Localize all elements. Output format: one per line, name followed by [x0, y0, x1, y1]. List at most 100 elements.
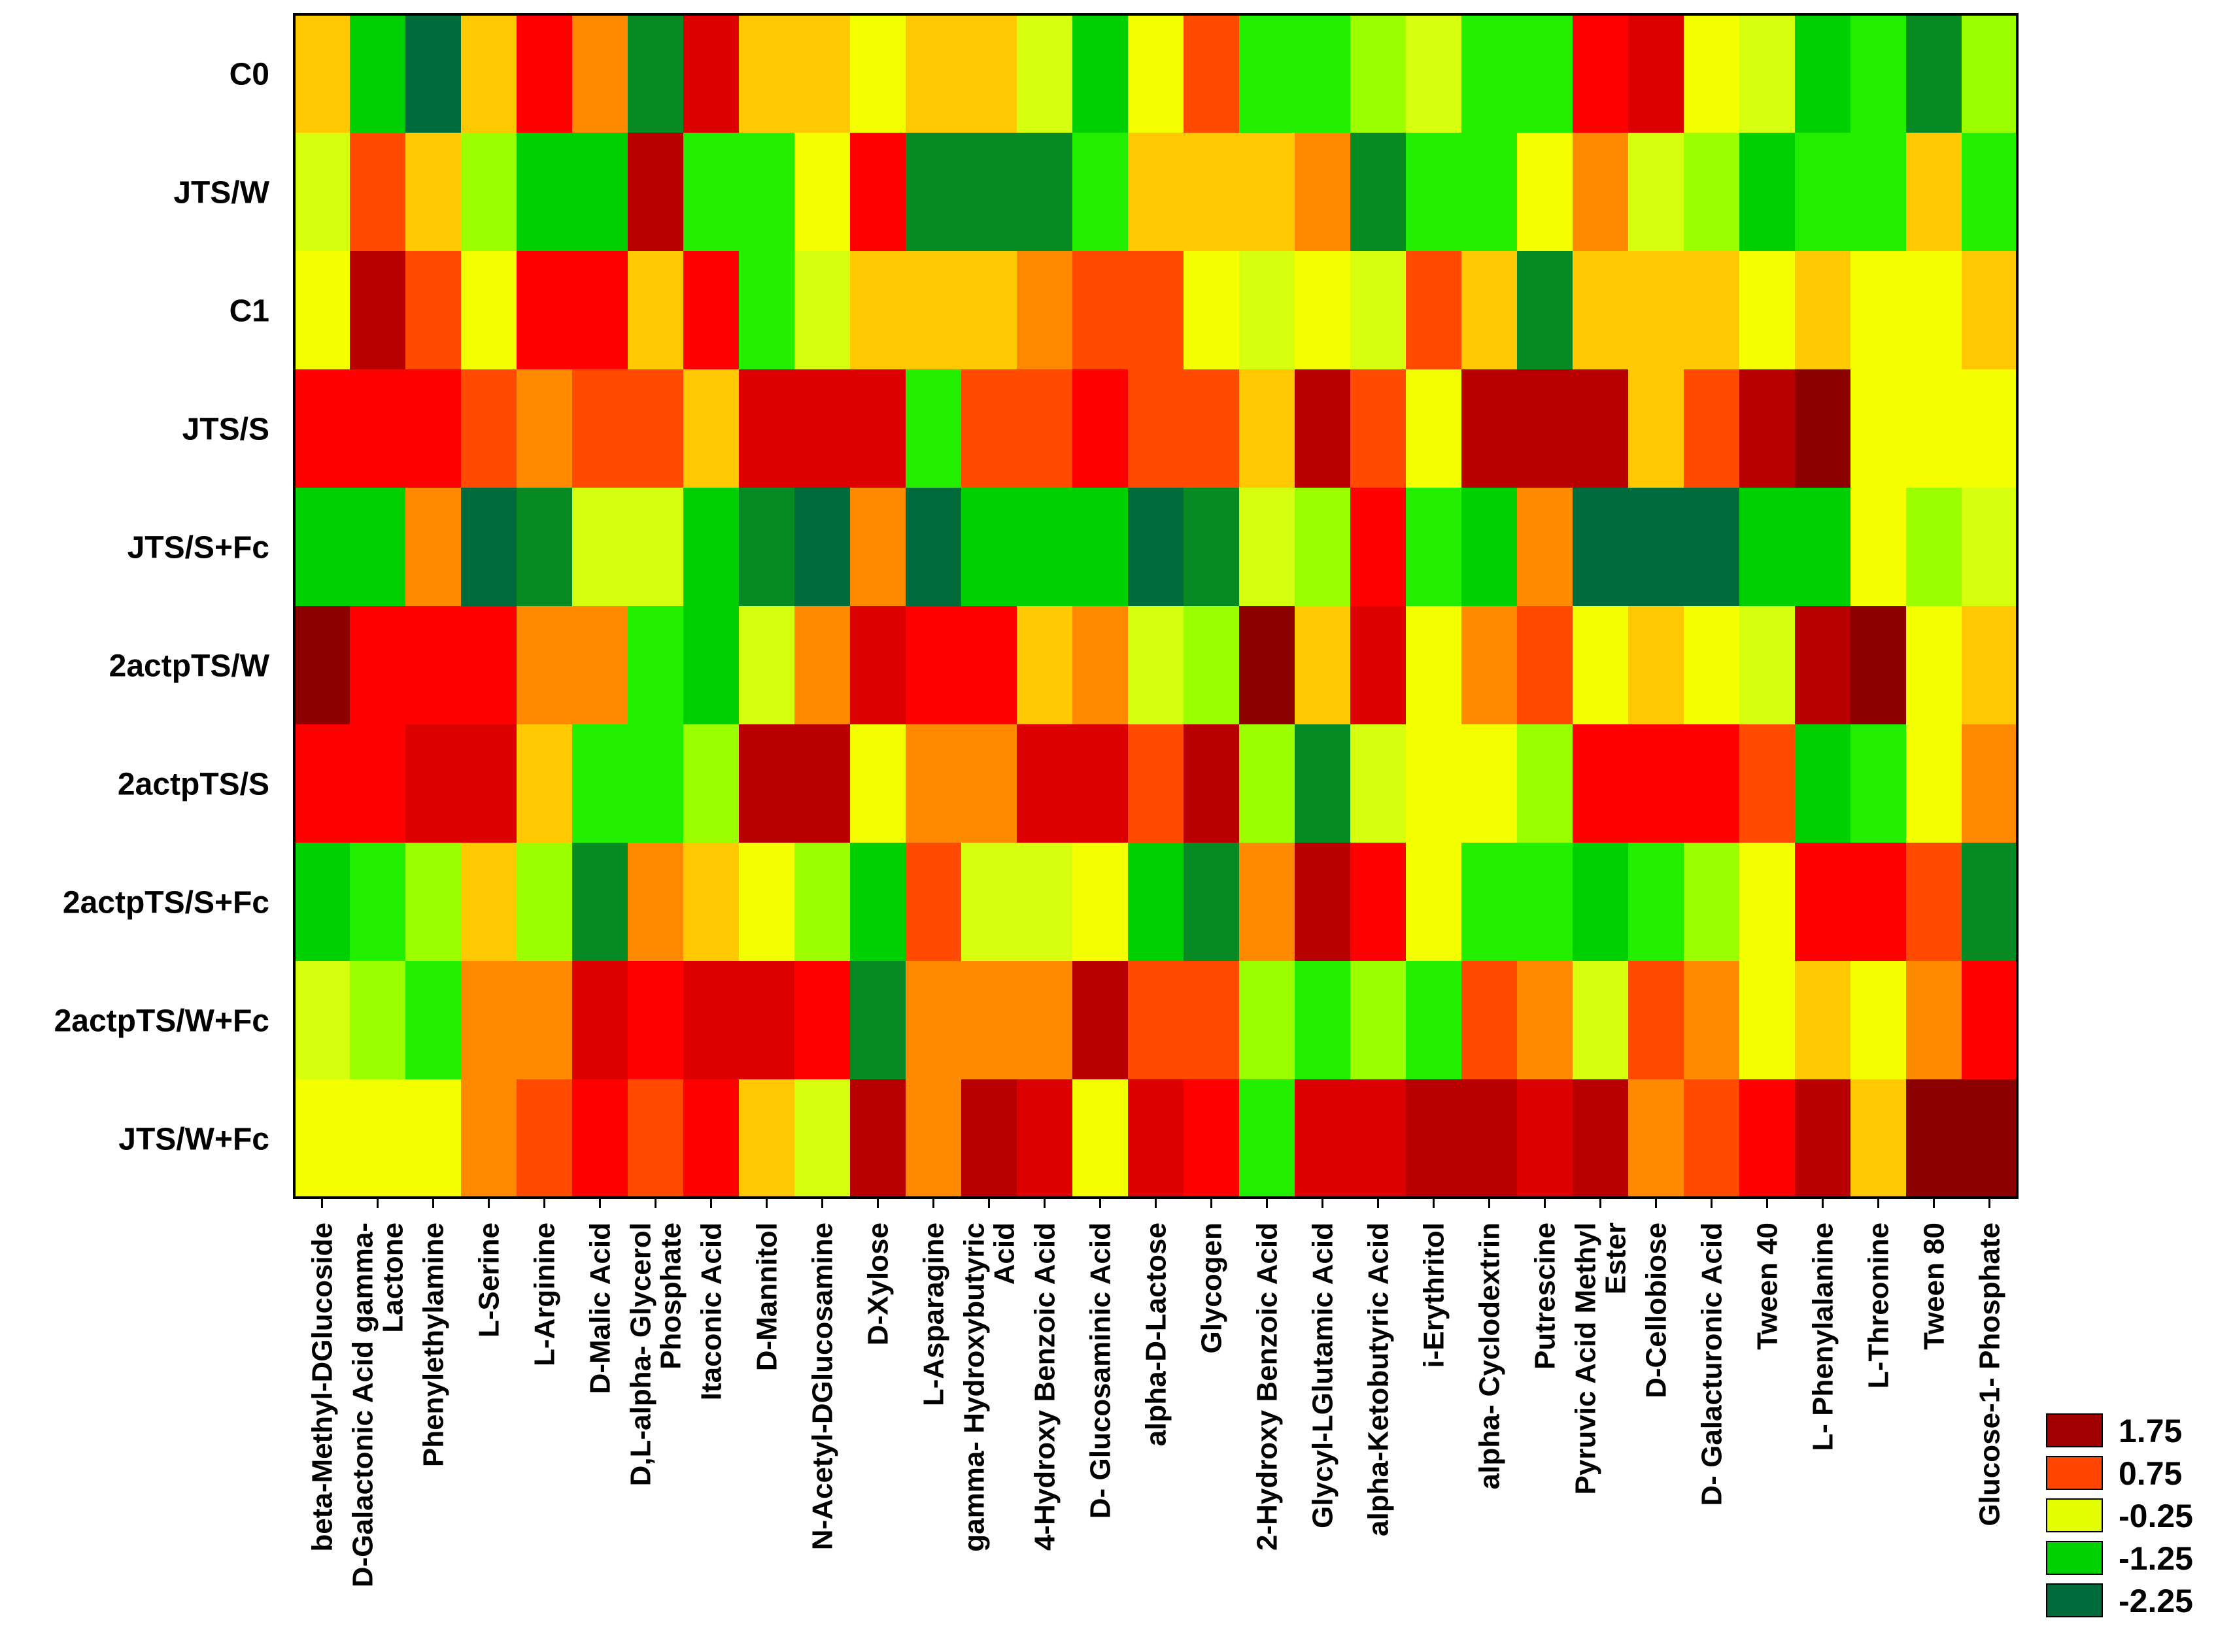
legend-label: 0.75	[2119, 1455, 2182, 1492]
column-label: gamma- Hydroxybutyric	[959, 1222, 991, 1552]
heatmap-cell-r9-c16	[1184, 1079, 1240, 1198]
heatmap-cell-r3-c8	[739, 369, 795, 488]
heatmap-cell-r6-c0	[294, 724, 350, 843]
heatmap-cell-r0-c19	[1350, 14, 1406, 133]
heatmap-cell-r5-c30	[1962, 606, 2018, 725]
heatmap-cell-r5-c20	[1406, 606, 1462, 725]
heatmap-cell-r4-c15	[1128, 488, 1184, 607]
heatmap-cell-r1-c6	[628, 133, 684, 252]
heatmap-cell-r2-c13	[1017, 251, 1073, 370]
heatmap-cell-r9-c21	[1461, 1079, 1518, 1198]
heatmap-cell-r9-c3	[461, 1079, 517, 1198]
heatmap-cell-r4-c30	[1962, 488, 2018, 607]
heatmap-cell-r9-c18	[1295, 1079, 1351, 1198]
heatmap-cell-r6-c2	[405, 724, 462, 843]
heatmap-cell-r5-c14	[1072, 606, 1129, 725]
column-label: Phenylethylamine	[418, 1222, 450, 1467]
column-label: D- Glucosaminic Acid	[1085, 1222, 1117, 1519]
heatmap-cell-r3-c18	[1295, 369, 1351, 488]
row-label: 2actpTS/S	[118, 767, 269, 802]
heatmap-cell-r4-c3	[461, 488, 517, 607]
heatmap-cell-r0-c3	[461, 14, 517, 133]
heatmap-cell-r2-c27	[1795, 251, 1851, 370]
heatmap-cell-r2-c30	[1962, 251, 2018, 370]
heatmap-cell-r5-c16	[1184, 606, 1240, 725]
heatmap-cell-r3-c0	[294, 369, 350, 488]
heatmap-cell-r6-c23	[1573, 724, 1629, 843]
heatmap-cell-r2-c16	[1184, 251, 1240, 370]
heatmap-cell-r5-c28	[1850, 606, 1907, 725]
heatmap-cell-r2-c7	[683, 251, 740, 370]
heatmap-cell-r2-c22	[1517, 251, 1573, 370]
heatmap-cell-r8-c28	[1850, 961, 1907, 1080]
column-label: alpha- Cyclodextrin	[1474, 1222, 1506, 1489]
heatmap-cell-r8-c11	[906, 961, 962, 1080]
heatmap-cell-r4-c21	[1461, 488, 1518, 607]
heatmap-cell-r4-c1	[350, 488, 406, 607]
legend-swatch	[2046, 1456, 2103, 1490]
heatmap-cell-r3-c20	[1406, 369, 1462, 488]
heatmap-cell-r5-c5	[572, 606, 628, 725]
heatmap-cell-r8-c8	[739, 961, 795, 1080]
column-label: Putrescine	[1529, 1222, 1561, 1370]
heatmap-cell-r4-c4	[517, 488, 573, 607]
heatmap-cell-r5-c25	[1684, 606, 1740, 725]
column-label: L-Asparagine	[918, 1222, 950, 1406]
heatmap-cell-r1-c12	[961, 133, 1017, 252]
heatmap-cell-r2-c15	[1128, 251, 1184, 370]
heatmap-cell-r9-c22	[1517, 1079, 1573, 1198]
column-label: Glycyl-LGlutamic Acid	[1307, 1222, 1339, 1528]
heatmap-cell-r0-c9	[794, 14, 851, 133]
heatmap-cell-r0-c20	[1406, 14, 1462, 133]
row-label: JTS/W+Fc	[118, 1122, 269, 1157]
heatmap-cell-r7-c17	[1239, 843, 1295, 962]
heatmap-cell-r2-c23	[1573, 251, 1629, 370]
heatmap-cell-r2-c28	[1850, 251, 1907, 370]
heatmap-cell-r5-c15	[1128, 606, 1184, 725]
row-label: 2actpTS/W+Fc	[54, 1004, 269, 1039]
heatmap-cell-r7-c3	[461, 843, 517, 962]
heatmap-cell-r2-c18	[1295, 251, 1351, 370]
heatmap-cell-r1-c11	[906, 133, 962, 252]
row-label: JTS/W	[173, 176, 269, 211]
heatmap-cell-r3-c22	[1517, 369, 1573, 488]
heatmap-cell-r6-c10	[850, 724, 906, 843]
heatmap-cell-r4-c9	[794, 488, 851, 607]
heatmap-cell-r7-c28	[1850, 843, 1907, 962]
heatmap-cell-r3-c24	[1628, 369, 1684, 488]
heatmap-cell-r9-c5	[572, 1079, 628, 1198]
heatmap-cell-r5-c2	[405, 606, 462, 725]
heatmap-cell-r6-c5	[572, 724, 628, 843]
heatmap-cell-r6-c4	[517, 724, 573, 843]
column-labels: beta-Methyl-DGlucoside D-Galactonic Acid …	[307, 1222, 2006, 1587]
heatmap-cell-r2-c3	[461, 251, 517, 370]
legend-swatch	[2046, 1498, 2103, 1532]
heatmap-cell-r3-c21	[1461, 369, 1518, 488]
column-label: D-Mannitol	[751, 1222, 783, 1371]
heatmap-cell-r7-c9	[794, 843, 851, 962]
heatmap-cell-r6-c29	[1906, 724, 1962, 843]
heatmap-cell-r8-c2	[405, 961, 462, 1080]
heatmap-cell-r1-c19	[1350, 133, 1406, 252]
heatmap-cell-r6-c18	[1295, 724, 1351, 843]
row-label: C1	[230, 294, 269, 329]
heatmap-cell-r6-c6	[628, 724, 684, 843]
heatmap-cell-r3-c23	[1573, 369, 1629, 488]
heatmap-cell-r7-c15	[1128, 843, 1184, 962]
column-label: Phosphate	[655, 1222, 687, 1370]
column-label: alpha-Ketobutyric Acid	[1363, 1222, 1395, 1536]
heatmap-cell-r9-c28	[1850, 1079, 1907, 1198]
heatmap-cell-r5-c26	[1739, 606, 1796, 725]
column-label: Ester	[1600, 1222, 1632, 1294]
heatmap-cell-r4-c19	[1350, 488, 1406, 607]
heatmap-cell-r3-c7	[683, 369, 740, 488]
heatmap-cell-r1-c26	[1739, 133, 1796, 252]
heatmap-cell-r7-c11	[906, 843, 962, 962]
heatmap-cell-r8-c19	[1350, 961, 1406, 1080]
row-label: 2actpTS/W	[109, 649, 270, 684]
heatmap-cell-r3-c4	[517, 369, 573, 488]
heatmap-cell-r7-c2	[405, 843, 462, 962]
heatmap-cell-r6-c17	[1239, 724, 1295, 843]
heatmap-cell-r9-c12	[961, 1079, 1017, 1198]
column-label: L-Threonine	[1863, 1222, 1895, 1389]
